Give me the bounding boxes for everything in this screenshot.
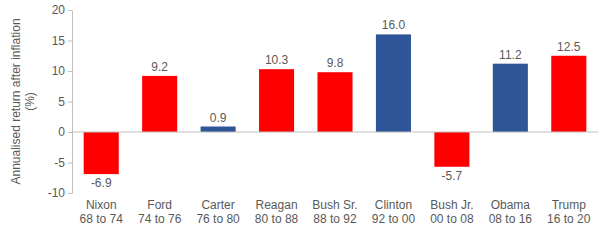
x-tick-label-line: Clinton	[375, 198, 412, 212]
x-tick-label-line: Carter	[201, 198, 234, 212]
y-tick-label: 10	[52, 64, 66, 78]
data-label: 9.8	[327, 56, 344, 70]
y-tick-label: -10	[48, 186, 66, 200]
y-tick: 15	[52, 34, 72, 48]
y-tick-mark	[68, 41, 72, 42]
x-tick-label-line: 76 to 80	[196, 212, 240, 226]
bar	[434, 132, 469, 167]
y-axis-title-line: Annualised return after inflation	[9, 18, 23, 184]
x-tick-label-line: Trump	[552, 198, 587, 212]
plot: -10 -5 0 5 10 15 20 -6.9 9.2 0.9 10.3 9.8 16.0 -5.7 11…	[48, 3, 598, 226]
x-tick-label-line: Nixon	[86, 198, 117, 212]
x-tick-label-line: 88 to 92	[313, 212, 357, 226]
y-axis-line	[72, 11, 73, 194]
chart: -10 -5 0 5 10 15 20 -6.9 9.2 0.9 10.3 9.8 16.0 -5.7 11…	[0, 0, 602, 249]
data-label: -6.9	[91, 176, 112, 190]
x-tick-label: Bush Jr.00 to 08	[430, 198, 474, 226]
x-tick-label-line: Bush Jr.	[430, 198, 473, 212]
y-tick-mark	[68, 132, 72, 133]
x-tick-label: Trump16 to 20	[547, 198, 591, 226]
x-tick-label: Carter76 to 80	[196, 198, 240, 226]
x-tick-label-line: Bush Sr.	[312, 198, 357, 212]
y-axis-title-line: (%)	[23, 92, 37, 111]
data-label: 16.0	[382, 18, 406, 32]
y-axis-title: Annualised return after inflation(%)	[9, 18, 37, 184]
x-tick-label-line: 80 to 88	[255, 212, 299, 226]
x-tick-label-line: Obama	[491, 198, 531, 212]
y-tick-mark	[68, 163, 72, 164]
y-axis: -10 -5 0 5 10 15 20	[48, 3, 73, 200]
data-labels: -6.9 9.2 0.9 10.3 9.8 16.0 -5.7 11.2 12.5	[91, 18, 581, 190]
y-tick: 5	[58, 95, 72, 109]
y-tick-mark	[68, 102, 72, 103]
y-tick-label: 5	[58, 95, 65, 109]
x-tick-label: Nixon68 to 74	[80, 198, 124, 226]
x-tick-label-line: 68 to 74	[80, 212, 124, 226]
bar	[551, 56, 586, 132]
data-label: 11.2	[499, 48, 522, 62]
y-tick: 20	[52, 3, 72, 17]
bar	[317, 72, 352, 132]
bar	[84, 132, 119, 174]
zero-line	[72, 132, 598, 133]
bar	[201, 127, 236, 132]
y-tick-mark	[68, 71, 72, 72]
y-tick: -10	[48, 186, 72, 200]
x-tick-label-line: 74 to 76	[138, 212, 182, 226]
x-tick-label: Bush Sr.88 to 92	[312, 198, 357, 226]
bar	[142, 76, 177, 132]
x-tick-label-line: 00 to 08	[430, 212, 474, 226]
y-tick: 10	[52, 64, 72, 78]
y-tick-mark	[68, 193, 72, 194]
data-label: 10.3	[265, 53, 289, 67]
x-tick-label-line: Ford	[147, 198, 172, 212]
bar	[376, 34, 411, 132]
x-tick-label-line: 92 to 00	[372, 212, 416, 226]
y-tick-label: 20	[52, 3, 66, 17]
x-axis-labels: Nixon68 to 74 Ford74 to 76 Carter76 to 80 R…	[80, 198, 591, 226]
x-tick-label: Ford74 to 76	[138, 198, 182, 226]
data-label: 9.2	[151, 60, 168, 74]
y-tick: 0	[58, 125, 72, 139]
data-label: -5.7	[442, 169, 463, 183]
bar	[493, 64, 528, 132]
x-tick-label-line: 08 to 16	[489, 212, 533, 226]
y-tick: -5	[54, 156, 72, 170]
data-label: 0.9	[210, 111, 227, 125]
x-tick-label: Obama08 to 16	[489, 198, 533, 226]
x-tick-label-line: Reagan	[256, 198, 298, 212]
data-label: 12.5	[557, 40, 581, 54]
y-tick-label: 0	[58, 125, 65, 139]
x-tick-label: Reagan80 to 88	[255, 198, 299, 226]
bars	[84, 34, 587, 174]
y-tick-mark	[68, 10, 72, 11]
x-tick-label: Clinton92 to 00	[372, 198, 416, 226]
x-tick-label-line: 16 to 20	[547, 212, 591, 226]
bar	[259, 69, 294, 132]
y-tick-label: 15	[52, 34, 66, 48]
y-tick-label: -5	[54, 156, 65, 170]
